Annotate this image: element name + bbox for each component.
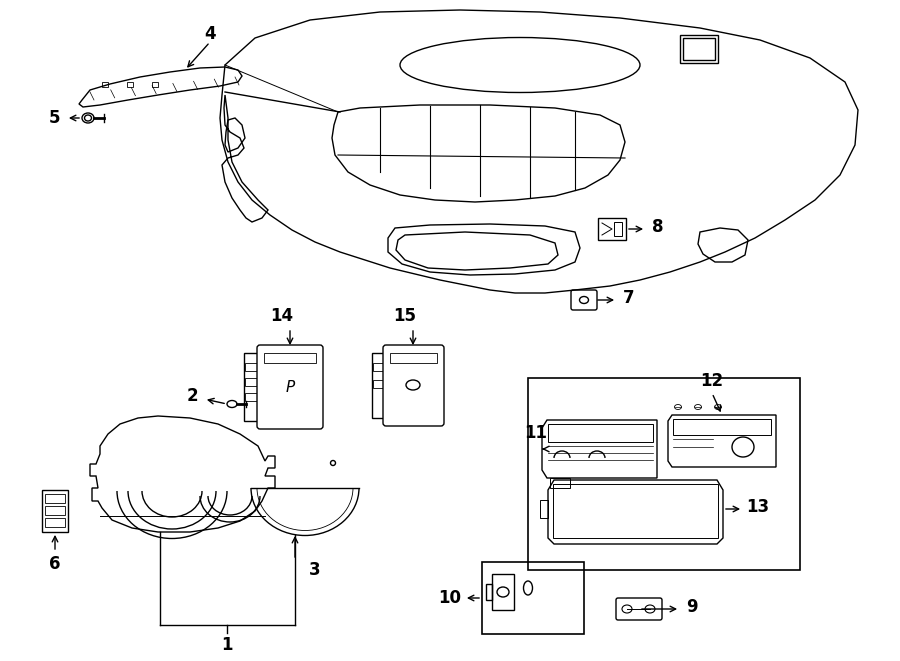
- Bar: [614, 222, 622, 236]
- Text: 5: 5: [49, 109, 59, 127]
- FancyBboxPatch shape: [383, 345, 444, 426]
- Text: 12: 12: [700, 372, 724, 390]
- Bar: [553, 484, 718, 538]
- Bar: [373, 380, 383, 388]
- Text: 1: 1: [221, 636, 233, 654]
- Text: 6: 6: [50, 555, 61, 573]
- Bar: [245, 378, 257, 386]
- Text: 11: 11: [525, 424, 547, 442]
- Text: 3: 3: [310, 561, 320, 579]
- Text: 13: 13: [746, 498, 769, 516]
- Text: 14: 14: [270, 307, 293, 325]
- Text: 2: 2: [186, 387, 198, 405]
- Bar: [680, 35, 718, 63]
- Bar: [264, 353, 316, 363]
- Bar: [244, 353, 264, 421]
- Text: P: P: [285, 379, 294, 395]
- Bar: [372, 353, 388, 418]
- Bar: [683, 38, 715, 60]
- Bar: [245, 363, 257, 371]
- Text: 10: 10: [438, 589, 462, 607]
- Bar: [102, 82, 108, 87]
- Bar: [152, 82, 158, 87]
- FancyBboxPatch shape: [257, 345, 323, 429]
- Bar: [550, 478, 570, 488]
- Bar: [245, 393, 257, 401]
- Bar: [390, 353, 437, 363]
- Text: 8: 8: [652, 218, 664, 236]
- Bar: [673, 419, 771, 435]
- Bar: [45, 506, 65, 515]
- Text: 15: 15: [393, 307, 417, 325]
- Text: 4: 4: [204, 25, 216, 43]
- Bar: [548, 424, 653, 442]
- Bar: [45, 518, 65, 527]
- Bar: [127, 82, 133, 87]
- Bar: [373, 363, 383, 371]
- Text: 7: 7: [623, 289, 634, 307]
- Bar: [45, 494, 65, 503]
- Bar: [482, 562, 584, 634]
- Bar: [528, 378, 800, 570]
- Text: 9: 9: [686, 598, 698, 616]
